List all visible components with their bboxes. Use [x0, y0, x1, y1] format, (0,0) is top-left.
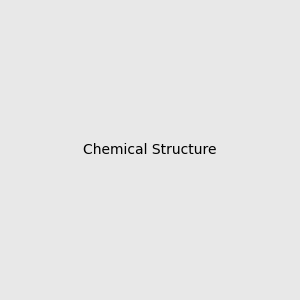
- Text: Chemical Structure: Chemical Structure: [83, 143, 217, 157]
